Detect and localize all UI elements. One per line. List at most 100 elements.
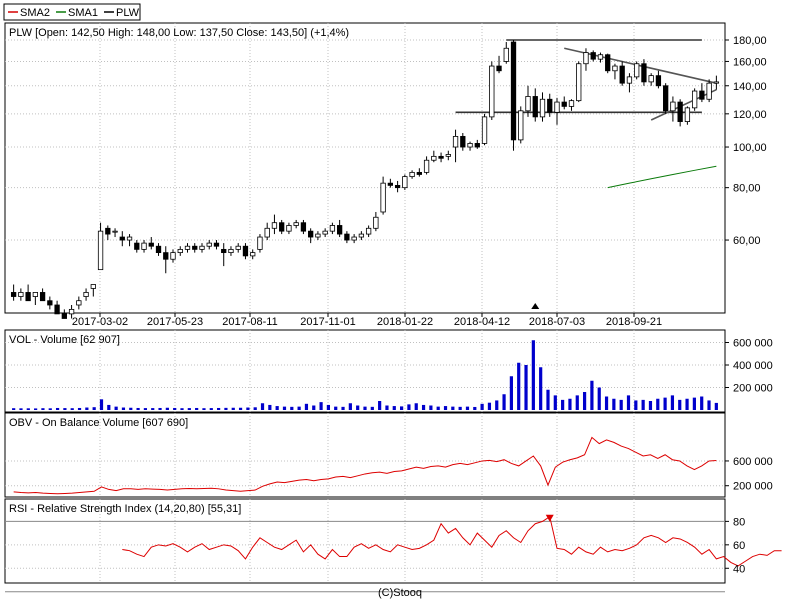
candle-body-down <box>148 242 154 247</box>
volume-bar <box>663 397 667 410</box>
candle <box>97 222 104 271</box>
date-tick-label: 2017-03-02 <box>72 316 128 328</box>
volume-bar <box>451 406 455 410</box>
candle-body-down <box>344 233 350 241</box>
candle-body-up <box>257 236 263 250</box>
candle-body-down <box>221 248 227 254</box>
candle <box>539 92 546 122</box>
candle-body-down <box>54 304 60 315</box>
candle-body-up <box>539 98 546 118</box>
price-sma1 <box>607 165 717 189</box>
volume-bar <box>217 407 221 410</box>
candle-body-up <box>97 230 104 271</box>
volume-bar <box>143 408 148 410</box>
volume-bar <box>319 402 323 410</box>
candle <box>344 231 350 244</box>
volume-bar <box>165 407 169 410</box>
volume-bar <box>209 408 213 410</box>
candle <box>199 243 205 253</box>
candle <box>402 174 408 190</box>
candle <box>474 139 480 149</box>
candle-body-up <box>670 101 676 112</box>
trendline-rising-bottom <box>650 88 717 121</box>
obv-tick-label: 200 000 <box>733 481 773 493</box>
legend: SMA2 SMA1 PLW <box>3 3 141 21</box>
candle-body-down <box>242 245 249 257</box>
rsi-panel-frame <box>4 498 726 584</box>
candle-body-up <box>18 292 24 297</box>
volume-bar <box>77 407 82 410</box>
candle <box>365 225 372 238</box>
candle <box>235 243 241 253</box>
candle <box>68 305 75 319</box>
price-panel: 180,00 160,00 140,00 120,00 100,00 80,00 60,00… <box>4 22 767 319</box>
candle <box>221 243 227 267</box>
candle <box>561 96 567 110</box>
candle <box>250 249 256 260</box>
candle-body-up <box>713 81 720 84</box>
candle-body-up <box>293 222 299 226</box>
candle <box>126 234 133 247</box>
candle <box>605 53 611 74</box>
candle-body-down <box>619 65 625 84</box>
candle <box>206 240 212 250</box>
volume-tick-label: 600 000 <box>733 338 773 350</box>
candle <box>460 133 466 151</box>
candle <box>532 88 538 122</box>
candle <box>445 150 451 161</box>
volume-bar <box>26 408 30 410</box>
candle <box>286 222 292 235</box>
price-tick-label: 120,00 <box>733 109 767 121</box>
candle-body-up <box>373 216 379 229</box>
candle <box>387 178 394 188</box>
sma1-line <box>607 165 717 189</box>
candle-body-down <box>510 41 517 141</box>
volume-bar <box>70 408 74 410</box>
candle <box>467 141 473 151</box>
candle-body-up <box>445 154 451 157</box>
marker-triangle <box>531 303 540 309</box>
candle-body-up <box>503 47 509 62</box>
rsi-y-ticks: 80 60 40 <box>725 516 745 575</box>
volume-bar <box>612 398 616 410</box>
obv-panel-frame <box>4 412 726 498</box>
candle-body-down <box>387 182 394 186</box>
volume-bar <box>407 404 411 410</box>
candle <box>293 219 299 229</box>
candle-body-up <box>684 107 691 122</box>
candle <box>358 231 365 241</box>
candle-body-up <box>518 110 524 141</box>
candle-body-down <box>394 184 401 189</box>
trendline-falling-top <box>564 47 717 84</box>
candle <box>409 170 415 179</box>
candle <box>510 39 517 151</box>
volume-bar <box>92 407 96 410</box>
volume-bar <box>19 408 23 410</box>
rsi-tick-label: 80 <box>733 516 745 528</box>
candle-body-up <box>402 176 408 189</box>
candle <box>597 52 604 63</box>
candle-body-down <box>134 242 140 250</box>
candle <box>271 214 278 235</box>
date-tick-label: 2018-01-22 <box>377 316 433 328</box>
candle-body-up <box>264 227 270 238</box>
candle-body-down <box>25 292 31 302</box>
candle <box>257 234 263 253</box>
volume-bar <box>685 398 689 410</box>
candle-body-up <box>286 225 292 232</box>
volume-bar <box>378 401 382 410</box>
price-tick-label: 100,00 <box>733 142 767 154</box>
price-tick-label: 180,00 <box>733 35 767 47</box>
volume-y-ticks: 600 000 400 000 200 000 <box>725 338 773 395</box>
candle <box>10 284 17 301</box>
volume-bar <box>517 362 521 410</box>
volume-bars <box>12 340 718 410</box>
candle-body-up <box>271 222 278 229</box>
candle-body-up <box>177 248 183 254</box>
candle-body-down <box>213 242 220 247</box>
candle <box>112 228 118 238</box>
volume-bar <box>443 406 448 410</box>
volume-bar <box>531 340 535 410</box>
volume-bar <box>641 399 645 410</box>
candle <box>76 296 82 310</box>
